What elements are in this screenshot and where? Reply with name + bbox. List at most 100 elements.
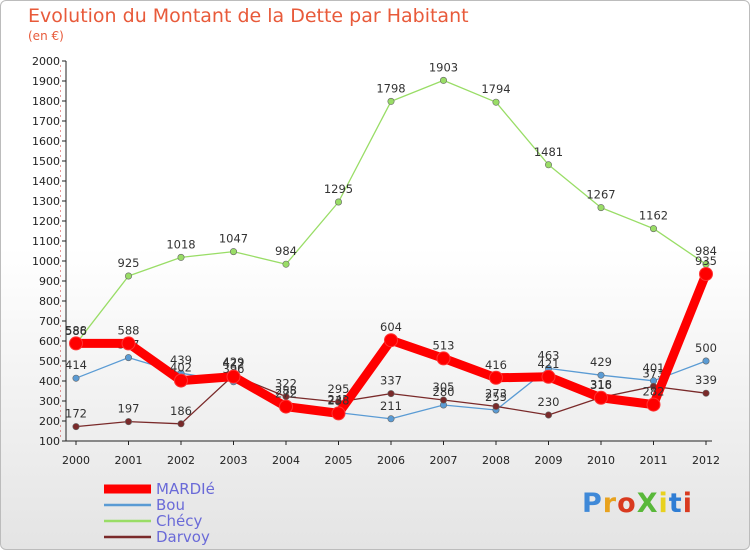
data-label: 401 [643, 361, 665, 375]
y-tick-label: 1600 [32, 135, 60, 148]
chart-subtitle: (en €) [28, 29, 64, 43]
x-tick-label: 2001 [115, 454, 143, 467]
y-tick-label: 800 [39, 295, 60, 308]
data-point [492, 402, 500, 410]
data-label: 282 [643, 385, 665, 399]
series-chécy: 586 925 1018 1047 984 1295 1798 1903 1794 1481 126… [65, 60, 717, 348]
x-tick-label: 2010 [587, 454, 615, 467]
data-point [279, 399, 293, 414]
x-tick-label: 2004 [272, 454, 300, 467]
data-label: 429 [590, 355, 612, 369]
data-label: 337 [380, 374, 402, 388]
data-point [544, 411, 552, 419]
data-point [384, 333, 398, 348]
chart-title: Evolution du Montant de la Dette par Hab… [28, 5, 469, 27]
data-label: 588 [118, 323, 140, 337]
data-label: 604 [380, 320, 402, 334]
x-tick-label: 2009 [535, 454, 563, 467]
y-tick-label: 200 [39, 415, 60, 428]
logo-letter: t [668, 488, 683, 519]
logo-letter: X [636, 488, 659, 519]
data-label: 439 [170, 353, 192, 367]
logo-letter: r [602, 488, 618, 519]
data-label: 322 [275, 377, 297, 391]
x-tick-label: 2012 [692, 454, 720, 467]
data-point [121, 336, 136, 351]
data-point [597, 371, 605, 379]
data-label: 422 [223, 357, 245, 371]
data-label: 588 [65, 323, 87, 337]
data-point [72, 423, 80, 431]
logo-letter: i [682, 488, 693, 519]
data-label: 1018 [166, 237, 195, 251]
data-point [439, 76, 447, 84]
data-label: 295 [328, 382, 350, 396]
data-label: 429 [223, 355, 245, 369]
data-label: 1798 [376, 81, 405, 95]
data-label: 172 [65, 407, 87, 421]
data-point [541, 369, 556, 384]
x-tick-label: 2007 [430, 454, 458, 467]
data-label: 935 [695, 254, 717, 268]
data-point [594, 390, 608, 405]
legend-label: Darvoy [156, 528, 210, 546]
logo-letter: i [658, 488, 669, 519]
data-label: 211 [380, 399, 402, 413]
data-point [489, 370, 503, 385]
y-tick-label: 500 [39, 355, 60, 368]
y-tick-label: 1900 [32, 75, 60, 88]
y-tick-label: 600 [39, 335, 60, 348]
data-label: 255 [485, 390, 507, 404]
data-label: 305 [433, 380, 455, 394]
data-label: 1267 [586, 188, 615, 202]
data-label: 373 [643, 366, 665, 380]
data-label: 280 [433, 385, 455, 399]
data-label: 339 [695, 373, 717, 387]
data-label: 272 [275, 387, 297, 401]
y-tick-label: 700 [39, 315, 60, 328]
data-point [331, 406, 346, 421]
data-label: 316 [590, 378, 612, 392]
data-point [702, 357, 710, 365]
data-point [125, 418, 133, 426]
y-tick-label: 1000 [32, 255, 60, 268]
data-point [699, 267, 713, 281]
y-tick-label: 1200 [32, 215, 60, 228]
data-point [174, 373, 188, 388]
x-tick-label: 2011 [640, 454, 668, 467]
data-point [177, 420, 185, 428]
data-label: 421 [538, 357, 560, 371]
data-point [230, 248, 238, 256]
data-label: 1903 [429, 60, 458, 74]
data-label: 500 [695, 341, 717, 355]
x-tick-label: 2005 [325, 454, 353, 467]
data-point [649, 225, 657, 233]
data-point [702, 389, 710, 397]
series-darvoy: 172 197 186 429 322 295 337 305 273 230 318 373 339 [65, 355, 717, 431]
data-label: 416 [485, 358, 507, 372]
y-tick-label: 1300 [32, 195, 60, 208]
y-tick-label: 300 [39, 395, 60, 408]
logo-letter: P [582, 488, 603, 519]
y-tick-label: 400 [39, 375, 60, 388]
data-point [282, 260, 290, 268]
data-label: 1794 [481, 82, 510, 96]
data-label: 230 [538, 395, 560, 409]
y-tick-label: 100 [39, 435, 60, 448]
data-point [544, 161, 552, 169]
x-tick-label: 2002 [167, 454, 195, 467]
data-label: 1295 [324, 182, 353, 196]
data-label: 273 [485, 386, 507, 400]
y-tick-label: 1700 [32, 115, 60, 128]
data-point [226, 369, 241, 384]
data-point [334, 198, 342, 206]
y-tick-label: 1100 [32, 235, 60, 248]
data-label: 186 [170, 404, 192, 418]
y-tick-label: 2000 [32, 55, 60, 68]
data-point [597, 204, 605, 212]
data-point [387, 390, 395, 398]
legend-label: Chécy [156, 512, 202, 530]
data-point [177, 253, 185, 261]
data-point [436, 351, 451, 366]
